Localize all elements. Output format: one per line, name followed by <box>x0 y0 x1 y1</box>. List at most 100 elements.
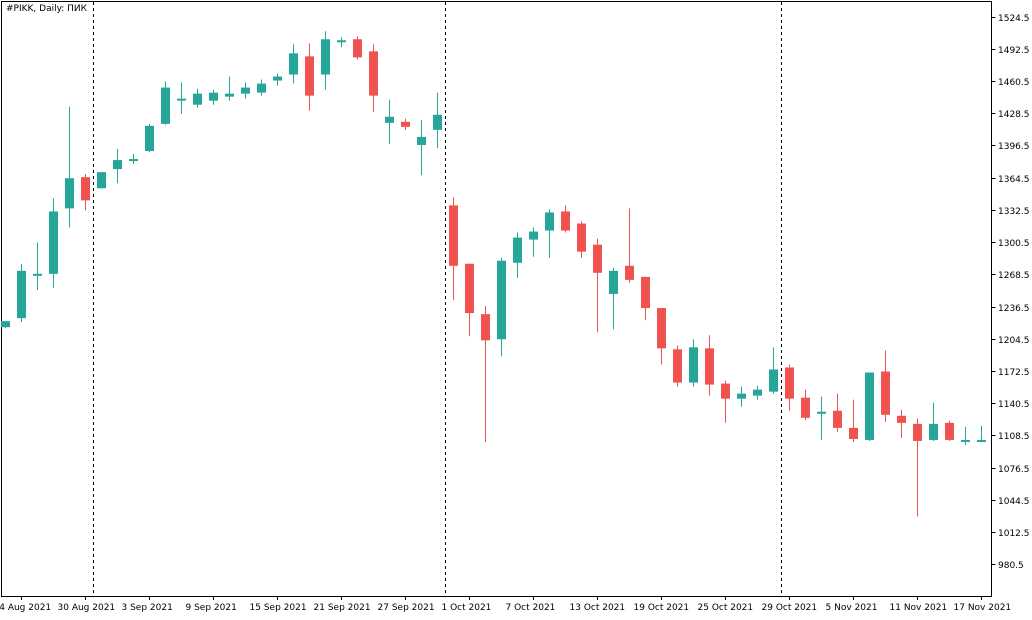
x-tick-label: 24 Aug 2021 <box>0 603 51 613</box>
candle-body <box>337 40 346 43</box>
candle-body <box>385 116 394 123</box>
y-tick-label: 1044.5 <box>998 497 1030 507</box>
y-tick-label: 1492.5 <box>998 46 1030 56</box>
y-tick-label: 1332.5 <box>998 207 1030 217</box>
candle-body <box>417 136 426 145</box>
candle-body <box>225 93 234 97</box>
x-tick-label: 1 Oct 2021 <box>442 603 492 613</box>
candle-body <box>625 265 634 280</box>
y-tick-label: 1364.5 <box>998 175 1030 185</box>
y-tick-label: 1172.5 <box>998 368 1030 378</box>
candle-body <box>465 263 474 314</box>
candle-body <box>289 53 298 75</box>
x-tick-label: 27 Sep 2021 <box>378 603 435 613</box>
x-tick-label: 30 Aug 2021 <box>58 603 116 613</box>
candle-body <box>369 51 378 96</box>
y-tick-label: 1300.5 <box>998 239 1030 249</box>
candle-body <box>129 159 138 162</box>
candle-body <box>49 211 58 274</box>
candle-body <box>929 423 938 440</box>
candle-body <box>849 427 858 439</box>
candle-body <box>657 308 666 349</box>
candle-body <box>945 422 954 440</box>
candle-body <box>705 348 714 385</box>
chart-title: #PIKK, Daily: ПИК <box>6 4 88 14</box>
candle-body <box>673 349 682 383</box>
x-tick-label: 15 Sep 2021 <box>250 603 307 613</box>
candle-body <box>593 244 602 273</box>
y-tick-label: 1396.5 <box>998 142 1030 152</box>
y-tick-label: 1076.5 <box>998 465 1030 475</box>
candle-body <box>113 160 122 170</box>
candle-body <box>481 314 490 341</box>
x-tick-label: 3 Sep 2021 <box>122 603 173 613</box>
candle-body <box>81 177 90 201</box>
candle-body <box>209 92 218 101</box>
y-tick-label: 1460.5 <box>998 78 1030 88</box>
candle-body <box>801 397 810 418</box>
candle-body <box>449 205 458 266</box>
candle-body <box>177 98 186 101</box>
candle-body <box>273 76 282 81</box>
candle-body <box>529 231 538 240</box>
candle-body <box>1 321 10 328</box>
candle-body <box>145 125 154 152</box>
candle-body <box>321 39 330 75</box>
candle-body <box>641 276 650 309</box>
candle-body <box>193 93 202 105</box>
x-tick-label: 9 Sep 2021 <box>186 603 237 613</box>
y-tick-label: 1236.5 <box>998 304 1030 314</box>
candle-body <box>257 83 266 93</box>
candle-body <box>961 439 970 442</box>
candle-body <box>609 270 618 294</box>
x-tick-label: 25 Oct 2021 <box>698 603 754 613</box>
y-tick-label: 1012.5 <box>998 529 1030 539</box>
candle-body <box>33 273 42 276</box>
candle-body <box>433 114 442 130</box>
candle-body <box>305 56 314 96</box>
y-tick-label: 1268.5 <box>998 271 1030 281</box>
candle-body <box>897 415 906 423</box>
candle-body <box>17 270 26 319</box>
candle-body <box>753 389 762 396</box>
candle-body <box>865 372 874 440</box>
x-tick-label: 7 Oct 2021 <box>506 603 556 613</box>
candle-body <box>785 367 794 399</box>
candle-body <box>561 211 570 231</box>
candle-body <box>833 410 842 428</box>
candle-body <box>161 87 170 124</box>
candle-body <box>97 172 106 189</box>
y-tick-label: 1428.5 <box>998 110 1030 120</box>
candle-body <box>721 383 730 399</box>
candle-body <box>977 439 986 442</box>
plot-frame <box>1 1 992 597</box>
candle-body <box>881 371 890 415</box>
y-tick-label: 1204.5 <box>998 336 1030 346</box>
candle-body <box>513 237 522 263</box>
candle-body <box>737 393 746 399</box>
candle-body <box>65 178 74 209</box>
candle-body <box>689 347 698 383</box>
x-tick-label: 19 Oct 2021 <box>634 603 690 613</box>
x-tick-label: 21 Sep 2021 <box>314 603 371 613</box>
x-tick-label: 29 Oct 2021 <box>762 603 818 613</box>
y-tick-label: 1108.5 <box>998 432 1030 442</box>
candle-body <box>817 411 826 414</box>
candle-body <box>241 87 250 94</box>
candle-body <box>769 369 778 392</box>
candle-body <box>577 223 586 252</box>
x-tick-label: 11 Nov 2021 <box>890 603 948 613</box>
candle-body <box>401 121 410 127</box>
x-tick-label: 13 Oct 2021 <box>570 603 626 613</box>
candle-body <box>913 423 922 441</box>
candle-body <box>353 39 362 58</box>
y-tick-label: 1524.5 <box>998 14 1030 24</box>
y-tick-label: 1140.5 <box>998 400 1030 410</box>
candle-body <box>497 260 506 340</box>
x-tick-label: 17 Nov 2021 <box>954 603 1012 613</box>
y-tick-label: 980.5 <box>998 561 1024 571</box>
candle-body <box>545 212 554 231</box>
x-tick-label: 5 Nov 2021 <box>826 603 878 613</box>
